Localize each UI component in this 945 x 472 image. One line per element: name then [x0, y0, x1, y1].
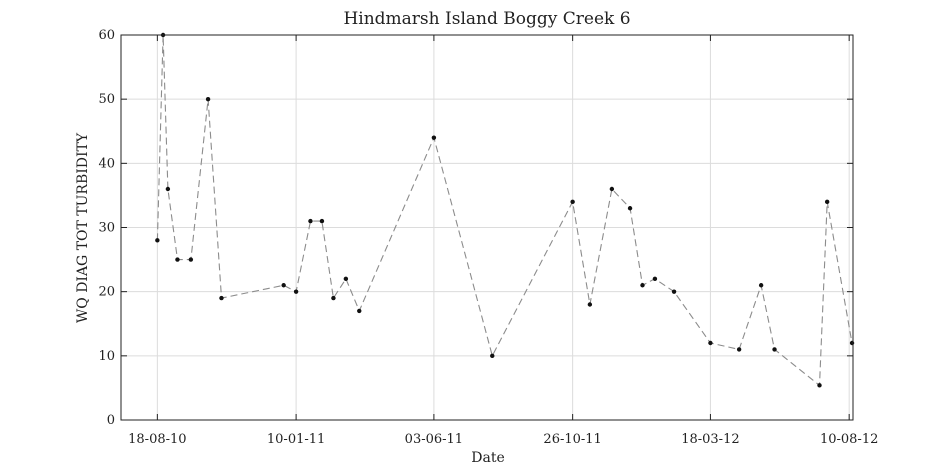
- y-tick-label: 20: [98, 285, 115, 300]
- data-point: [188, 257, 194, 262]
- x-tick-label: 10-01-11: [267, 432, 325, 447]
- data-point: [331, 295, 336, 301]
- data-point: [609, 186, 615, 192]
- data-point: [627, 206, 633, 211]
- data-point: [652, 276, 658, 282]
- data-point: [205, 96, 211, 102]
- data-point: [587, 302, 593, 307]
- data-point: [175, 257, 180, 262]
- ticks: 0 10 20 30 40 50 60 18-08-10 10-01-11 03-06-11 26-…: [98, 28, 878, 447]
- data-point: [357, 308, 362, 314]
- data-point: [758, 283, 764, 288]
- data-point: [736, 347, 742, 352]
- x-tick-label: 10-08-12: [820, 432, 878, 447]
- data-point: [490, 353, 495, 359]
- y-tick-label: 50: [98, 92, 115, 107]
- data-point: [817, 383, 822, 388]
- chart-title: Hindmarsh Island Boggy Creek 6: [343, 9, 630, 29]
- data-point: [281, 283, 286, 288]
- data-point: [343, 276, 349, 282]
- data-point: [570, 199, 575, 205]
- y-tick-label: 30: [98, 221, 115, 236]
- data-point: [708, 340, 713, 346]
- data-point: [219, 295, 224, 301]
- x-tick-label: 26-10-11: [543, 432, 601, 447]
- data-point: [155, 238, 160, 243]
- data-point: [431, 135, 437, 140]
- data-point: [293, 289, 299, 294]
- y-tick-label: 40: [98, 156, 115, 171]
- data-point: [849, 340, 855, 346]
- data-point: [319, 218, 325, 224]
- x-axis-label: Date: [471, 450, 504, 466]
- data-point: [824, 199, 830, 205]
- x-tick-label: 18-08-10: [128, 432, 186, 447]
- x-tick-label: 03-06-11: [405, 432, 463, 447]
- x-tick-label: 18-03-12: [681, 432, 739, 447]
- y-tick-label: 10: [98, 349, 115, 364]
- data-point: [671, 289, 677, 294]
- y-tick-label: 0: [107, 413, 115, 428]
- data-point: [165, 186, 171, 192]
- data-point: [640, 283, 645, 288]
- grid: [121, 34, 853, 421]
- data-point: [772, 347, 777, 352]
- y-tick-label: 60: [98, 28, 115, 43]
- series-line: [156, 34, 853, 387]
- y-axis-label: WQ DIAG TOT TURBIDITY: [75, 132, 91, 323]
- data-point: [308, 218, 313, 224]
- plot-area: [155, 32, 855, 388]
